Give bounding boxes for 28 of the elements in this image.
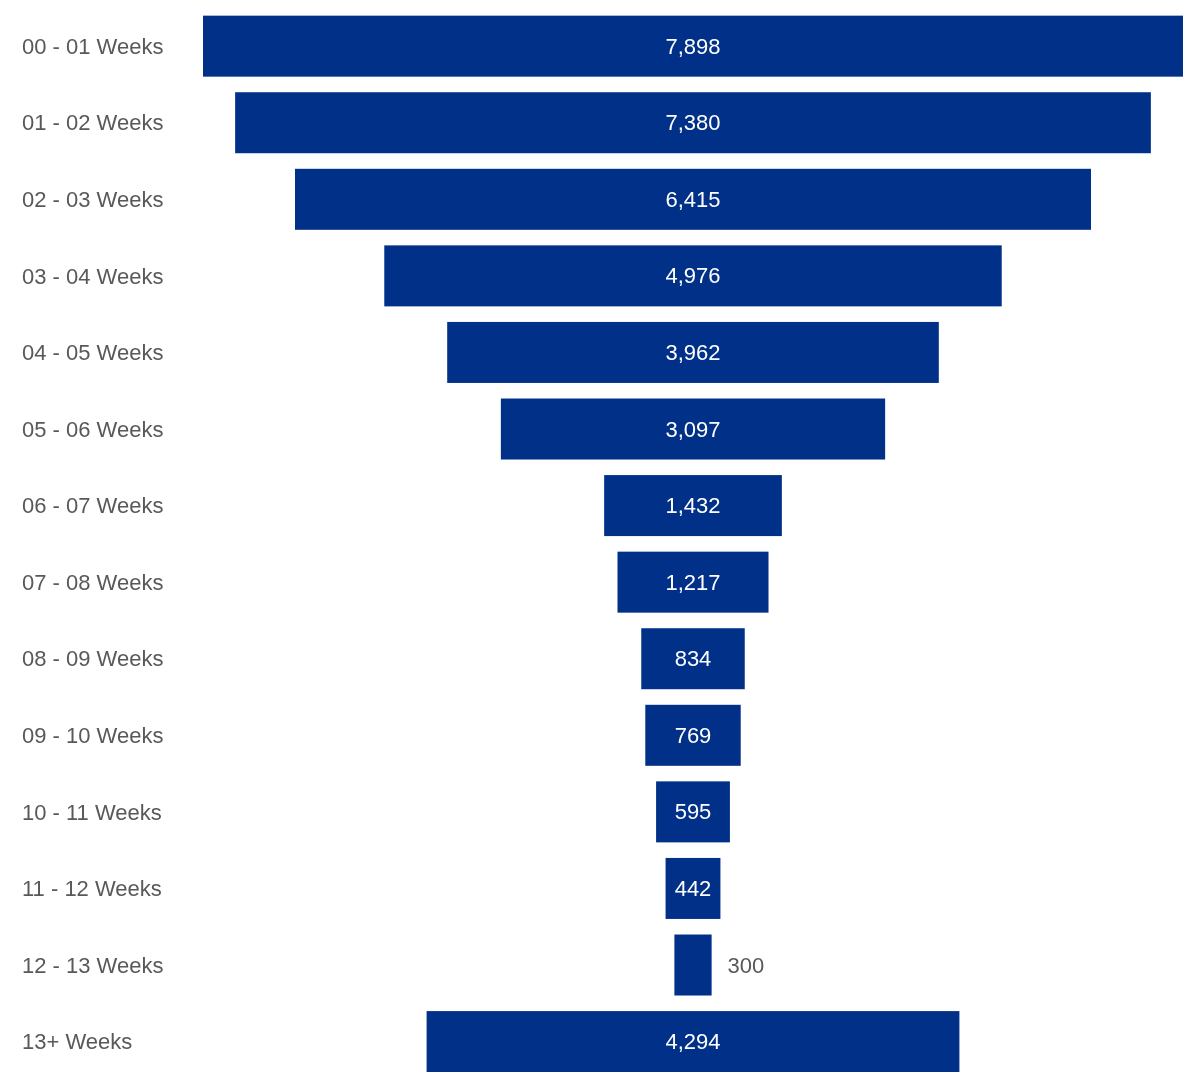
data-label: 3,962: [665, 339, 721, 365]
category-label: 04 - 05 Weeks: [22, 340, 164, 366]
category-label: 06 - 07 Weeks: [22, 493, 164, 519]
data-label: 595: [674, 799, 712, 825]
category-label: 02 - 03 Weeks: [22, 186, 164, 212]
data-label: 4,294: [665, 1029, 721, 1055]
category-label: 05 - 06 Weeks: [22, 416, 164, 442]
data-label: 6,415: [665, 186, 721, 212]
category-label: 08 - 09 Weeks: [22, 646, 164, 672]
data-label: 834: [674, 646, 712, 672]
data-label: 1,432: [665, 493, 721, 519]
category-label: 03 - 04 Weeks: [22, 263, 164, 289]
category-label: 13+ Weeks: [22, 1029, 133, 1055]
category-label: 01 - 02 Weeks: [22, 110, 164, 136]
category-label: 12 - 13 Weeks: [22, 952, 164, 978]
data-label: 7,898: [665, 33, 721, 59]
category-label: 07 - 08 Weeks: [22, 569, 164, 595]
category-label: 10 - 11 Weeks: [22, 799, 162, 825]
category-label: 09 - 10 Weeks: [22, 722, 164, 748]
data-label: 442: [674, 875, 712, 901]
category-label: 00 - 01 Weeks: [22, 33, 164, 59]
data-label: 769: [674, 722, 712, 748]
data-label: 3,097: [665, 416, 721, 442]
category-label: 11 - 12 Weeks: [22, 876, 162, 902]
data-label: 7,380: [665, 110, 721, 136]
data-label: 1,217: [665, 569, 721, 595]
data-label: 4,976: [665, 263, 721, 289]
data-label: 300: [727, 952, 765, 978]
